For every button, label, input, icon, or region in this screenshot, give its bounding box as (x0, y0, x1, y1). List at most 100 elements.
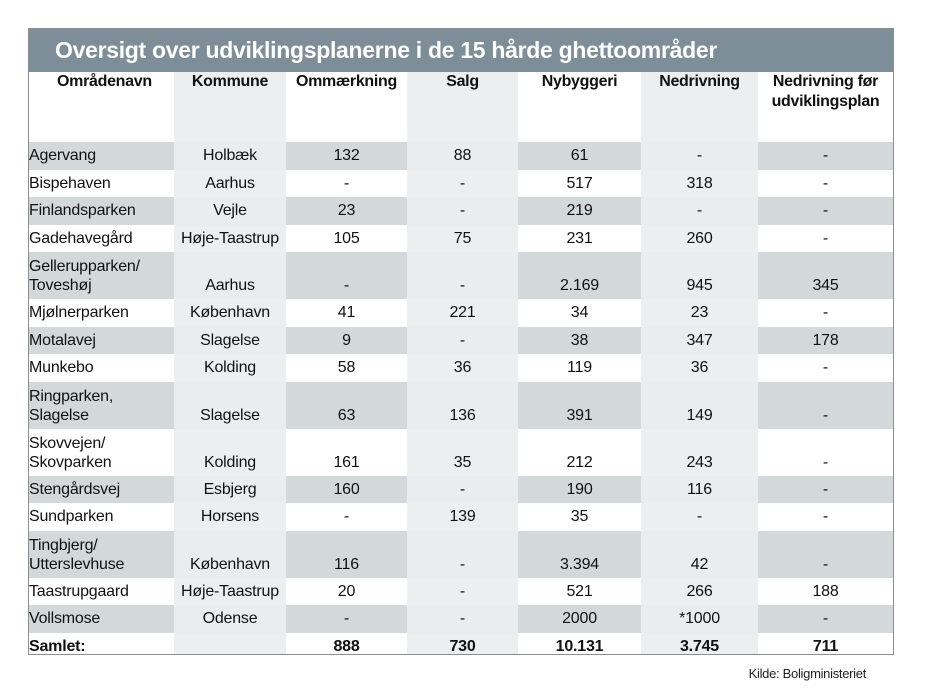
cell-salg: 36 (407, 354, 518, 382)
cell-nedrivning: 266 (641, 577, 758, 605)
cell-nedrivning-foer: - (758, 142, 893, 170)
cell-ommaerkning: 9 (286, 326, 407, 354)
cell-nedrivning-foer: - (758, 475, 893, 503)
table-row: Gellerupparken/ Toveshøj Aarhus - - 2.16… (29, 252, 893, 299)
cell-name: Munkebo (29, 354, 174, 382)
table-row: Finlandsparken Vejle 23 - 219 - - (29, 197, 893, 225)
cell-salg: - (407, 475, 518, 503)
cell-nybyggeri: 3.394 (518, 530, 641, 578)
cell-ommaerkning: 161 (286, 428, 407, 476)
cell-nybyggeri: 2.169 (518, 252, 641, 299)
cell-name: Skovvejen/ Skovparken (29, 428, 174, 476)
cell-nybyggeri: 391 (518, 381, 641, 429)
cell-nedrivning-foer: - (758, 224, 893, 252)
cell-name: Vollsmose (29, 605, 174, 633)
cell-salg: 139 (407, 503, 518, 531)
cell-nedrivning: 318 (641, 169, 758, 197)
cell-nedrivning-foer: 188 (758, 577, 893, 605)
total-nedrivning-foer: 711 (758, 632, 893, 654)
cell-kommune: Høje-Taastrup (174, 577, 286, 605)
header-omraadenavn: Områdenavn (29, 72, 174, 142)
cell-salg: 75 (407, 224, 518, 252)
total-nybyggeri: 10.131 (518, 632, 641, 654)
cell-name: Tingbjerg/ Utterslevhuse (29, 530, 174, 578)
cell-ommaerkning: - (286, 605, 407, 633)
cell-nybyggeri: 521 (518, 577, 641, 605)
cell-salg: - (407, 530, 518, 578)
cell-ommaerkning: 23 (286, 197, 407, 225)
cell-nybyggeri: 517 (518, 169, 641, 197)
cell-kommune: Aarhus (174, 252, 286, 299)
cell-name: Finlandsparken (29, 197, 174, 225)
cell-salg: - (407, 169, 518, 197)
cell-nybyggeri: 2000 (518, 605, 641, 633)
cell-nybyggeri: 231 (518, 224, 641, 252)
cell-nedrivning: 149 (641, 381, 758, 429)
total-ommaerkning: 888 (286, 632, 407, 654)
cell-nybyggeri: 119 (518, 354, 641, 382)
cell-nedrivning: - (641, 503, 758, 531)
cell-nedrivning: 243 (641, 428, 758, 476)
cell-nybyggeri: 212 (518, 428, 641, 476)
table-title: Oversigt over udviklingsplanerne i de 15… (29, 29, 893, 72)
header-kommune: Kommune (174, 72, 286, 142)
table-row: Sundparken Horsens - 139 35 - - (29, 503, 893, 531)
header-row: Områdenavn Kommune Ommærkning Salg Nybyg… (29, 72, 893, 142)
cell-kommune: Horsens (174, 503, 286, 531)
header-salg: Salg (407, 72, 518, 142)
total-row: Samlet: 888 730 10.131 3.745 711 (29, 632, 893, 654)
cell-salg: - (407, 252, 518, 299)
cell-name: Agervang (29, 142, 174, 170)
cell-ommaerkning: 160 (286, 475, 407, 503)
table-row: Motalavej Slagelse 9 - 38 347 178 (29, 326, 893, 354)
data-table: Områdenavn Kommune Ommærkning Salg Nybyg… (29, 72, 893, 654)
cell-kommune: Holbæk (174, 142, 286, 170)
cell-kommune: København (174, 530, 286, 578)
cell-ommaerkning: 116 (286, 530, 407, 578)
cell-name: Gadehavegård (29, 224, 174, 252)
cell-nedrivning: - (641, 142, 758, 170)
cell-kommune: Odense (174, 605, 286, 633)
table-row: Vollsmose Odense - - 2000 *1000 - (29, 605, 893, 633)
total-label: Samlet: (29, 632, 174, 654)
total-nedrivning: 3.745 (641, 632, 758, 654)
cell-nedrivning-foer: - (758, 169, 893, 197)
header-nedrivning-foer: Nedrivning før udviklingsplan (758, 72, 893, 142)
cell-nedrivning: 945 (641, 252, 758, 299)
table-row: Mjølnerparken København 41 221 34 23 - (29, 299, 893, 327)
header-ommaerkning: Ommærkning (286, 72, 407, 142)
cell-kommune: Kolding (174, 354, 286, 382)
header-nybyggeri: Nybyggeri (518, 72, 641, 142)
cell-kommune: Høje-Taastrup (174, 224, 286, 252)
cell-name: Taastrupgaard (29, 577, 174, 605)
source-note: Kilde: Boligministeriet (748, 666, 867, 681)
cell-kommune: Kolding (174, 428, 286, 476)
cell-ommaerkning: 58 (286, 354, 407, 382)
cell-salg: - (407, 605, 518, 633)
cell-nedrivning-foer: - (758, 530, 893, 578)
cell-nybyggeri: 190 (518, 475, 641, 503)
cell-salg: - (407, 326, 518, 354)
table-row: Agervang Holbæk 132 88 61 - - (29, 142, 893, 170)
cell-name: Gellerupparken/ Toveshøj (29, 252, 174, 299)
cell-kommune: København (174, 299, 286, 327)
cell-kommune: Esbjerg (174, 475, 286, 503)
header-nedrivning: Nedrivning (641, 72, 758, 142)
cell-nedrivning-foer: - (758, 299, 893, 327)
cell-nybyggeri: 34 (518, 299, 641, 327)
cell-name: Bispehaven (29, 169, 174, 197)
cell-nybyggeri: 38 (518, 326, 641, 354)
cell-name: Stengårdsvej (29, 475, 174, 503)
cell-name: Motalavej (29, 326, 174, 354)
table-row: Ringparken, Slagelse Slagelse 63 136 391… (29, 381, 893, 429)
table-row: Munkebo Kolding 58 36 119 36 - (29, 354, 893, 382)
cell-kommune: Aarhus (174, 169, 286, 197)
cell-ommaerkning: 63 (286, 381, 407, 429)
cell-nedrivning: 116 (641, 475, 758, 503)
table-row: Tingbjerg/ Utterslevhuse København 116 -… (29, 530, 893, 578)
cell-nedrivning: 36 (641, 354, 758, 382)
total-kommune (174, 632, 286, 654)
cell-ommaerkning: - (286, 169, 407, 197)
cell-salg: 136 (407, 381, 518, 429)
cell-nedrivning: 42 (641, 530, 758, 578)
